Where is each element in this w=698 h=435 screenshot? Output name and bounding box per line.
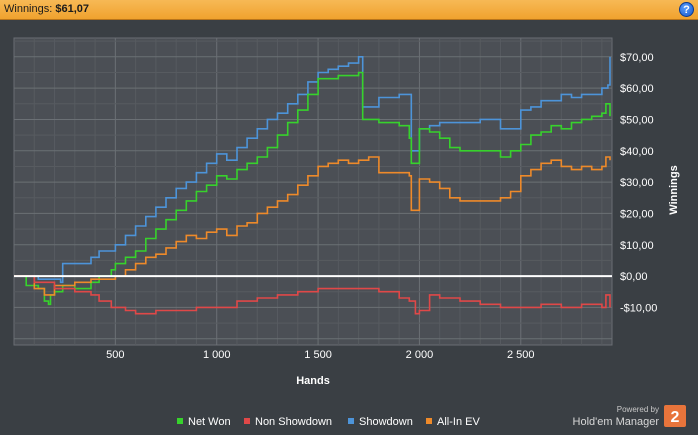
powered-by-text: Powered by [617, 405, 659, 414]
branding: Powered by Hold'em Manager 2 [573, 405, 686, 428]
legend-swatch [177, 418, 183, 424]
y-tick-label: $20,00 [620, 208, 654, 220]
legend-label: Net Won [188, 416, 231, 428]
x-tick-label: 1 500 [304, 349, 332, 361]
y-tick-label: $40,00 [620, 146, 654, 158]
y-tick-label: $10,00 [620, 240, 654, 252]
legend-label: All-In EV [437, 416, 480, 428]
y-tick-label: $70,00 [620, 52, 654, 64]
legend-item-all-in-ev[interactable]: All-In EV [426, 416, 480, 428]
winnings-label: Winnings: [4, 3, 53, 15]
title-bar: Winnings: $61,07 ? [0, 0, 698, 20]
series-lines [14, 56, 611, 315]
axis-ticks: 500 1 000 1 500 2 000 2 500 $70,00 $60,00 $50,0… [106, 52, 657, 361]
series-line-non-showdown [14, 275, 611, 315]
x-tick-label: 1 000 [203, 349, 231, 361]
series-line-showdown [14, 56, 611, 284]
legend-swatch [426, 418, 432, 424]
legend: Net Won Non Showdown Showdown All-In EV [177, 416, 480, 428]
y-tick-label: $0,00 [620, 271, 648, 283]
y-tick-label: $30,00 [620, 177, 654, 189]
x-tick-label: 2 500 [507, 349, 535, 361]
y-tick-label: -$10,00 [620, 302, 657, 314]
x-tick-label: 2 000 [406, 349, 434, 361]
plot-area [13, 37, 613, 346]
legend-swatch [244, 418, 250, 424]
y-tick-label: $60,00 [620, 83, 654, 95]
winnings-value: $61,07 [55, 3, 90, 15]
x-tick-label: 500 [106, 349, 124, 361]
legend-label: Showdown [359, 416, 413, 428]
legend-swatch [348, 418, 354, 424]
x-axis-title: Hands [296, 375, 330, 387]
legend-label: Non Showdown [255, 416, 332, 428]
legend-item-showdown[interactable]: Showdown [348, 416, 413, 428]
winnings-summary: Winnings: $61,07 [4, 3, 89, 15]
y-tick-label: $50,00 [620, 114, 654, 126]
y-axis-title: Winnings [668, 165, 680, 214]
product-name: Hold'em Manager [573, 416, 660, 428]
hm2-logo-icon [664, 405, 686, 427]
legend-item-non-showdown[interactable]: Non Showdown [244, 416, 332, 428]
series-line-all-in-ev [14, 156, 611, 296]
legend-item-net-won[interactable]: Net Won [177, 416, 231, 428]
version-badge: 2 [671, 409, 680, 426]
help-icon[interactable]: ? [679, 2, 694, 17]
